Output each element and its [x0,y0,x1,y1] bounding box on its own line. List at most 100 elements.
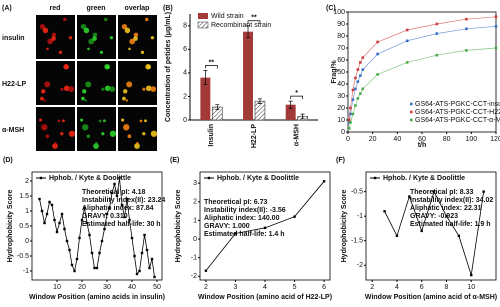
y-tick-label: 0 [183,117,187,124]
point [53,218,56,222]
point [110,191,114,195]
cell-dot [82,124,89,131]
cell-dot [104,63,110,70]
plot-frame [365,171,497,281]
point [234,232,237,235]
cell-dot [63,63,69,70]
cell-dot [68,130,76,137]
cell-dot [136,141,139,145]
point [465,17,468,21]
y-tick-label: -0.5 [17,253,29,260]
y-tick-label: 0 [25,238,29,245]
micrograph [36,15,75,59]
significance-label: * [295,90,298,97]
cell-dot [142,87,146,91]
point [356,68,360,71]
y-tick-label: 100 [333,9,345,16]
point [90,251,94,255]
point [50,203,54,207]
point [113,182,116,186]
x-tick-label: 120 [490,136,500,143]
x-tick-label: 2 [370,284,374,291]
micrograph [77,15,116,59]
y-axis-label: Frag/% [331,60,338,84]
x-tick-label: 20 [78,284,86,291]
annotation: Estimated half-life: 1.9 h [410,221,491,228]
x-tick-label: 20 [369,136,377,143]
point [70,263,74,267]
y-tick-label: 10 [337,117,345,124]
legend-swatch [198,13,208,19]
column-label: green [86,5,105,12]
legend-label: GS64-ATS-PGKC-CCT-α-MSH [415,117,500,124]
x-tick-label: 80 [443,136,451,143]
cell-dot [63,17,67,22]
cell-dot [62,119,65,123]
y-axis-label: Concentration of petides (μg/mL) [165,12,172,122]
point [133,254,136,258]
y-tick-label: 50 [337,69,345,76]
point [123,215,126,219]
point [120,203,124,207]
point [457,234,461,238]
panel-label: (D) [3,157,13,164]
point [75,257,79,261]
legend-label: Recombinant strain [211,22,271,29]
annotation: Instability index(II): 23.24 [82,197,165,204]
point [376,52,379,56]
cell-dot [80,24,87,30]
point [43,221,46,225]
annotation: Theoretical pI: 6.73 [204,199,268,206]
cell-dot [39,118,43,122]
point [376,40,379,44]
cell-dot [51,32,57,38]
y-tick-label: -2 [357,262,363,269]
point [103,227,106,231]
point [150,257,154,261]
point [349,112,352,116]
point [45,212,49,216]
point [140,251,144,255]
y-axis-label: Hydrophobicity Score [175,190,182,263]
x-tick-label: 30 [103,284,111,291]
cell-dot [43,99,47,102]
cell-dot [150,36,155,40]
error-bar [257,98,262,104]
annotation: Estimated half-life: 30 h [82,221,161,228]
micrograph [118,15,157,59]
y-tick-label: 1 [193,217,197,224]
y-tick-label: 2 [193,199,197,206]
cell-dot [109,86,116,93]
annotation: Aliphatic index: 140.00 [204,215,280,222]
point [361,68,365,71]
x-tick-label: 40 [128,284,136,291]
point [359,92,362,95]
point [356,80,360,83]
annotation: Aliphatic index: 87.84 [82,205,154,212]
cell-dot [145,17,149,22]
point [78,236,81,240]
series-line [348,47,497,129]
x-tick-label: 6 [322,284,326,291]
cell-dot [60,132,64,136]
legend-label: GS64-ATS-PGKC-CCT-insulin [415,101,500,108]
point [465,49,468,52]
error-bar [203,70,208,86]
cell-dot [39,24,46,30]
legend-label: Hphob. / Kyte & Doolittle [217,175,299,182]
cell-dot [85,81,92,88]
cell-dot [42,27,49,34]
point [55,230,59,234]
legend-marker [373,176,377,180]
row-label: H22-LP [2,81,26,88]
point [63,227,66,231]
cell-dot [150,86,157,93]
cell-dot [82,89,87,94]
cell-dot [124,27,131,34]
cell-dot [121,24,128,30]
cell-dot [51,36,56,41]
bar [200,77,211,120]
y-tick-label: 70 [337,45,345,52]
y-tick-label: 40 [337,81,345,88]
